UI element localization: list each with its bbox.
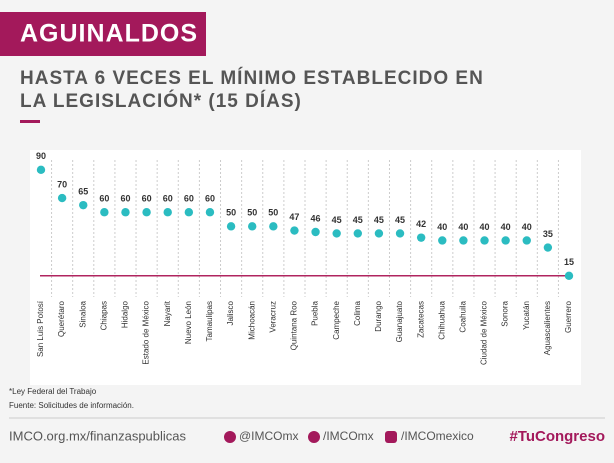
subtitle: LA LEGISLACIÓN* (15 DÍAS) (20, 90, 302, 112)
value-label: 40 (522, 222, 532, 232)
value-label: 35 (543, 229, 553, 239)
x-tick-label: Yucatán (522, 301, 531, 330)
dot (543, 243, 553, 252)
dot (79, 200, 88, 210)
value-label: 90 (36, 151, 46, 161)
value-label: 70 (57, 179, 67, 189)
x-tick-label: Jalisco (226, 300, 235, 325)
dot (501, 236, 510, 245)
value-label: 45 (332, 215, 342, 225)
dot (480, 236, 489, 245)
value-label: 40 (437, 222, 447, 232)
dot (374, 229, 384, 238)
dot (100, 208, 109, 217)
value-label: 40 (480, 222, 490, 232)
subtitle: HASTA 6 VECES EL MÍNIMO ESTABLECIDO EN (20, 67, 484, 89)
footer-twitter[interactable]: @IMCOmx (239, 429, 299, 443)
x-tick-label: Quintana Roo (290, 300, 299, 350)
x-tick-label: Michoacán (247, 301, 256, 340)
dot (395, 229, 405, 238)
value-label: 60 (120, 194, 130, 204)
x-tick-label: Ciudad de México (480, 300, 489, 365)
x-tick-label: Guerrero (564, 300, 573, 333)
value-label: 47 (289, 212, 299, 222)
x-tick-label: Campeche (332, 300, 341, 339)
x-tick-label: Coahuila (459, 300, 468, 332)
value-label: 60 (163, 194, 173, 204)
dot (226, 222, 236, 231)
title: AGUINALDOS (20, 20, 198, 48)
x-tick-label: Colima (353, 300, 362, 325)
x-tick-label: Aguascalientes (543, 301, 552, 355)
dot (416, 233, 426, 242)
note: *Ley Federal del Trabajo (9, 387, 97, 396)
note: Fuente: Solicitudes de información. (9, 401, 134, 410)
x-tick-label: Estado de México (142, 300, 151, 364)
dot (522, 236, 531, 245)
value-label: 60 (142, 194, 152, 204)
twitter-icon (224, 431, 236, 443)
value-label: 45 (374, 215, 384, 225)
x-tick-label: Veracruz (268, 301, 277, 333)
dot (353, 229, 362, 238)
value-label: 40 (458, 222, 468, 232)
x-tick-label: Chihuahua (437, 300, 446, 339)
dot (36, 165, 46, 175)
x-tick-label: Nuevo León (184, 301, 193, 344)
accent (20, 120, 40, 123)
value-label: 60 (99, 194, 109, 204)
value-label: 40 (501, 222, 511, 232)
dot (269, 222, 278, 231)
dot (332, 229, 341, 238)
x-tick-label: Sonora (501, 300, 510, 326)
value-label: 15 (564, 257, 574, 267)
value-label: 60 (205, 194, 215, 204)
footer-site: IMCO.org.mx/finanzaspublicas (9, 428, 187, 443)
dot (205, 208, 215, 217)
x-tick-label: Puebla (311, 300, 320, 325)
dot (184, 208, 194, 217)
value-label: 50 (247, 208, 257, 218)
title-banner (0, 12, 206, 56)
x-tick-label: Nayarit (163, 300, 172, 326)
x-tick-label: Tamaulipas (205, 301, 214, 341)
x-tick-label: Querétaro (57, 300, 66, 337)
facebook-icon (308, 431, 320, 443)
dot (142, 208, 151, 217)
dot (290, 226, 299, 235)
dot (438, 236, 447, 245)
value-label: 50 (226, 208, 236, 218)
dot (121, 208, 130, 217)
value-label: 46 (311, 213, 321, 223)
dot (57, 193, 67, 203)
x-tick-label: Guanajuato (395, 300, 404, 342)
value-label: 45 (353, 215, 363, 225)
value-label: 45 (395, 215, 405, 225)
x-tick-label: Chiapas (99, 301, 108, 330)
dot (311, 227, 320, 237)
dot (564, 271, 574, 281)
footer-instagram[interactable]: /IMCOmexico (401, 429, 474, 443)
value-label: 60 (184, 194, 194, 204)
x-tick-label: Sinaloa (78, 300, 87, 327)
x-tick-label: Durango (374, 300, 383, 331)
value-label: 50 (268, 208, 278, 218)
dot (459, 236, 468, 245)
footer-hashtag[interactable]: #TuCongreso (509, 428, 605, 445)
x-tick-label: San Luis Potosí (36, 300, 45, 357)
x-tick-label: Zacatecas (416, 301, 425, 338)
x-tick-label: Hidalgo (121, 300, 130, 328)
value-label: 42 (416, 219, 426, 229)
footer-facebook[interactable]: /IMCOmx (323, 429, 374, 443)
value-label: 65 (78, 187, 88, 197)
dot (163, 208, 172, 217)
dot (248, 222, 257, 231)
instagram-icon (385, 431, 397, 443)
